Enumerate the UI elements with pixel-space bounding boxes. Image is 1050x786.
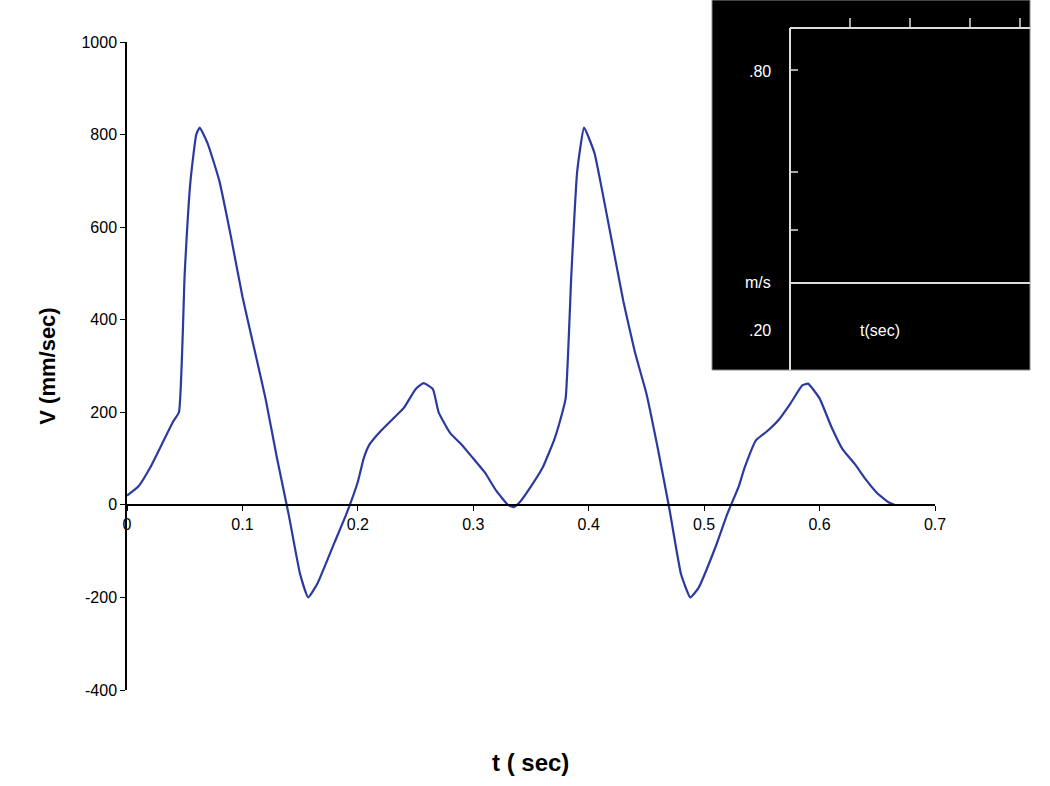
svg-text:0.3: 0.3 (462, 516, 484, 533)
svg-text:0: 0 (108, 496, 117, 513)
svg-text:0: 0 (123, 516, 132, 533)
svg-text:0.2: 0.2 (347, 516, 369, 533)
svg-text:.80: .80 (749, 63, 771, 80)
svg-text:200: 200 (90, 404, 117, 421)
svg-text:t ( sec): t ( sec) (492, 749, 569, 776)
svg-text:.20: .20 (749, 322, 771, 339)
svg-text:-400: -400 (85, 682, 117, 699)
svg-text:400: 400 (90, 311, 117, 328)
svg-text:0.4: 0.4 (578, 516, 600, 533)
svg-text:m/s: m/s (745, 274, 771, 291)
svg-text:0.5: 0.5 (693, 516, 715, 533)
svg-text:-200: -200 (85, 589, 117, 606)
svg-text:600: 600 (90, 219, 117, 236)
svg-text:1000: 1000 (81, 34, 117, 51)
svg-text:0.1: 0.1 (231, 516, 253, 533)
svg-text:0.6: 0.6 (808, 516, 830, 533)
svg-text:800: 800 (90, 126, 117, 143)
svg-text:V (mm/sec): V (mm/sec) (35, 307, 60, 424)
svg-text:t(sec): t(sec) (860, 322, 900, 339)
svg-text:0.7: 0.7 (924, 516, 946, 533)
